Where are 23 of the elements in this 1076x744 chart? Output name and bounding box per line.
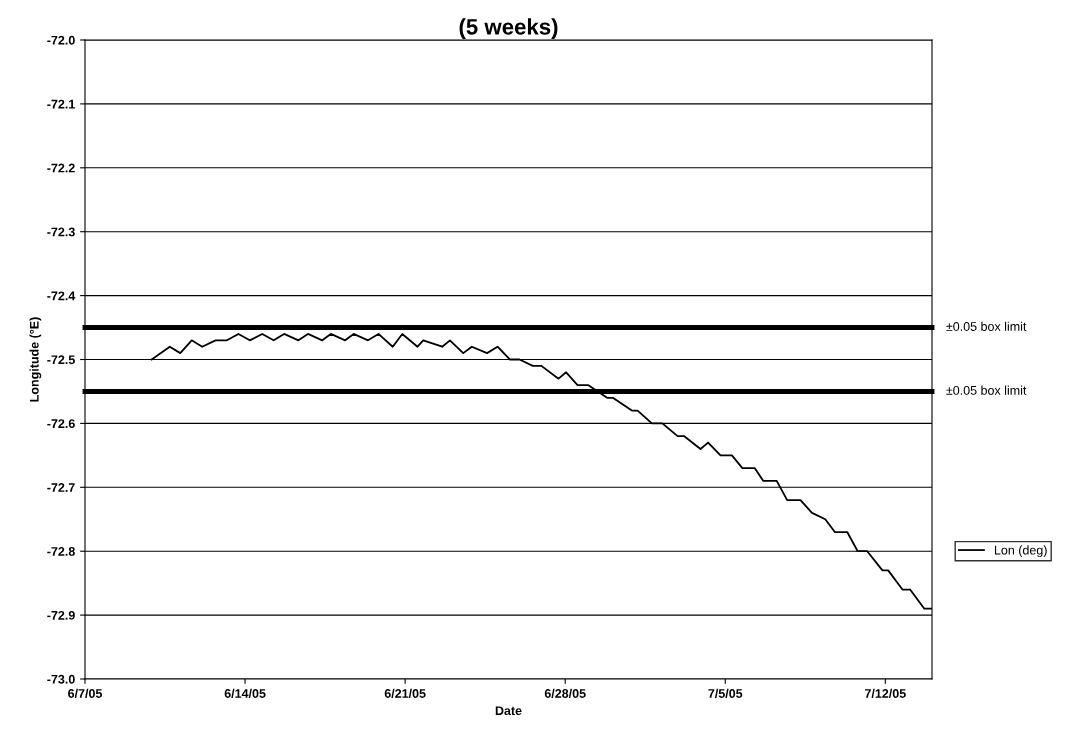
y-tick-label: -72.1 xyxy=(47,99,75,109)
x-tick-label: 6/21/05 xyxy=(384,688,426,699)
y-tick-label: -72.9 xyxy=(47,610,75,620)
x-tick-label: 6/14/05 xyxy=(224,688,266,699)
y-tick-label: -72.8 xyxy=(47,547,75,556)
x-tick-label: 7/12/05 xyxy=(865,688,906,699)
x-tick-label: 6/28/05 xyxy=(544,688,586,699)
y-axis-title: Longitude (°E) xyxy=(29,317,42,402)
x-axis-title: Date xyxy=(495,706,522,716)
y-tick-label: -72.6 xyxy=(47,419,75,429)
x-tick-label: 6/7/05 xyxy=(68,688,103,699)
y-tick-label: -72.5 xyxy=(47,355,75,365)
x-tick-label: 7/5/05 xyxy=(708,688,743,699)
legend-label: Lon (deg) xyxy=(994,545,1047,558)
y-tick-label: -72.7 xyxy=(47,483,75,492)
y-tick-label: -72.0 xyxy=(47,35,75,45)
ref-line-label: ±0.05 box limit xyxy=(946,385,1027,395)
chart-title: (5 weeks) xyxy=(459,18,558,40)
y-tick-label: -72.2 xyxy=(47,163,75,173)
y-tick-label: -72.3 xyxy=(47,227,75,237)
y-tick-label: -73.0 xyxy=(47,674,75,684)
y-tick-label: -72.4 xyxy=(47,291,76,301)
ref-line-label: ±0.05 box limit xyxy=(946,321,1027,331)
